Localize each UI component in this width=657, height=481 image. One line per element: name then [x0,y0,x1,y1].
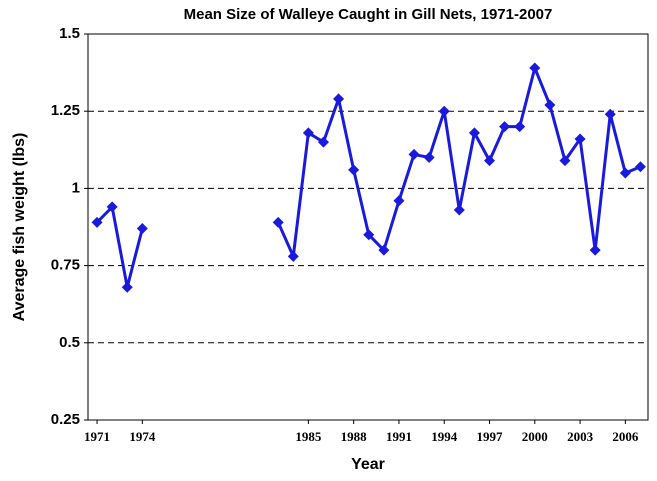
data-point [499,121,511,133]
x-tick-label: 2000 [522,429,548,444]
data-point [604,108,616,120]
x-tick-label: 2003 [567,429,594,444]
y-axis-title: Average fish weight (lbs) [11,133,28,322]
y-tick-label: 1 [72,179,80,196]
x-tick-label: 1974 [129,429,156,444]
data-point [438,105,450,117]
data-point [378,244,390,256]
data-point [302,127,314,139]
data-point [333,93,345,105]
data-line [95,63,642,288]
x-tick-label: 1991 [386,429,412,444]
data-point [514,121,526,133]
plot-border [87,33,649,421]
data-point [574,133,586,145]
chart-title: Mean Size of Walleye Caught in Gill Nets… [184,6,553,23]
data-point [559,155,571,167]
data-point [529,62,541,74]
data-point [363,229,375,241]
data-point [453,204,465,216]
data-point [634,161,646,173]
data-point [121,281,133,293]
data-point [106,201,118,213]
data-point [317,136,329,148]
y-tick-label: 0.5 [59,334,80,351]
data-point [619,167,631,179]
y-tick-label: 0.75 [51,257,80,274]
data-point [348,164,360,176]
data-point [287,250,299,262]
x-tick-label: 1971 [84,429,110,444]
data-point [484,155,496,167]
data-point [544,99,556,111]
data-point [272,216,284,228]
x-tick-label: 1988 [341,429,368,444]
y-tick-label: 1.25 [51,102,80,119]
data-point [468,127,480,139]
x-tick-label: 1994 [431,429,458,444]
x-axis-title: Year [351,456,385,473]
y-tick-label: 1.5 [59,25,80,42]
data-point [393,195,405,207]
data-point [91,216,103,228]
data-point [589,244,601,256]
y-tick-label: 0.25 [51,411,80,428]
x-tick-label: 1997 [477,429,504,444]
data-point [136,223,148,235]
data-point [408,148,420,160]
data-point [423,152,435,164]
x-tick-label: 1985 [295,429,322,444]
x-tick-label: 2006 [612,429,639,444]
